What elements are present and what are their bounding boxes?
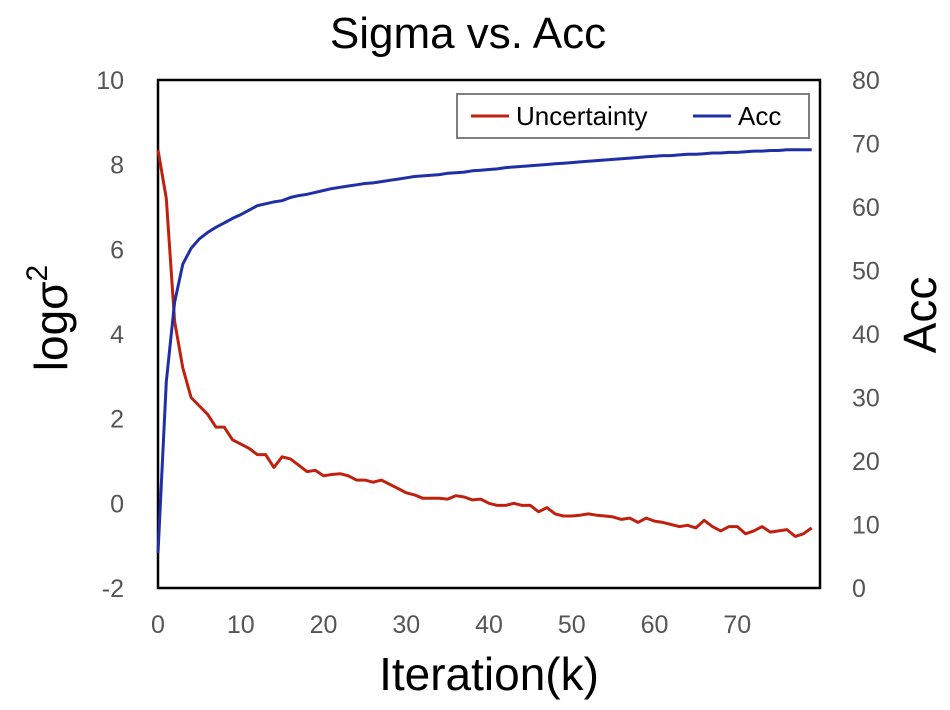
right-y-tick-label: 30 [852, 385, 880, 413]
x-tick-label: 70 [723, 611, 751, 639]
right-y-axis-label: Acc [894, 277, 946, 354]
left-y-tick-label: 0 [110, 490, 124, 518]
right-y-tick-label: 60 [852, 194, 880, 222]
right-y-tick-label: 80 [852, 67, 880, 95]
x-tick-label: 10 [227, 611, 255, 639]
x-tick-label: 40 [475, 611, 503, 639]
left-y-tick-label: 4 [110, 321, 124, 349]
left-y-tick-label: 6 [110, 236, 124, 264]
left-y-tick-label: 2 [110, 406, 124, 434]
left-y-tick-label: -2 [102, 575, 124, 603]
left-y-tick-label: 10 [96, 67, 124, 95]
x-axis-ticks: 0 10 20 30 40 50 60 70 [151, 611, 751, 639]
legend-label-uncertainty: Uncertainty [516, 101, 648, 131]
legend: Uncertainty Acc [456, 93, 810, 139]
left-y-tick-label: 8 [110, 152, 124, 180]
chart-title: Sigma vs. Acc [330, 9, 606, 58]
left-y-axis-label: logσ2 [21, 265, 77, 371]
x-tick-label: 30 [392, 611, 420, 639]
x-tick-label: 50 [558, 611, 586, 639]
series-line-uncertainty [156, 149, 813, 538]
series-lines [156, 148, 813, 554]
right-y-tick-label: 50 [852, 258, 880, 286]
x-axis-label: Iteration(k) [379, 648, 599, 700]
x-tick-label: 0 [151, 611, 165, 639]
series-line-acc [156, 148, 812, 554]
left-y-axis-label-superscript: 2 [21, 265, 54, 282]
left-y-axis-ticks: -2 0 2 4 6 8 10 [96, 67, 124, 603]
x-tick-label: 60 [641, 611, 669, 639]
right-y-tick-label: 40 [852, 321, 880, 349]
legend-box [456, 93, 810, 139]
plot-area-frame [156, 78, 822, 590]
x-tick-label: 20 [310, 611, 338, 639]
right-y-tick-label: 20 [852, 448, 880, 476]
right-y-tick-label: 0 [852, 575, 866, 603]
right-y-tick-label: 10 [852, 512, 880, 540]
right-y-axis-ticks: 0 10 20 30 40 50 60 70 80 [852, 67, 880, 603]
left-y-axis-label-base: logσ [25, 281, 77, 371]
legend-label-acc: Acc [738, 101, 781, 131]
right-y-tick-label: 70 [852, 131, 880, 159]
